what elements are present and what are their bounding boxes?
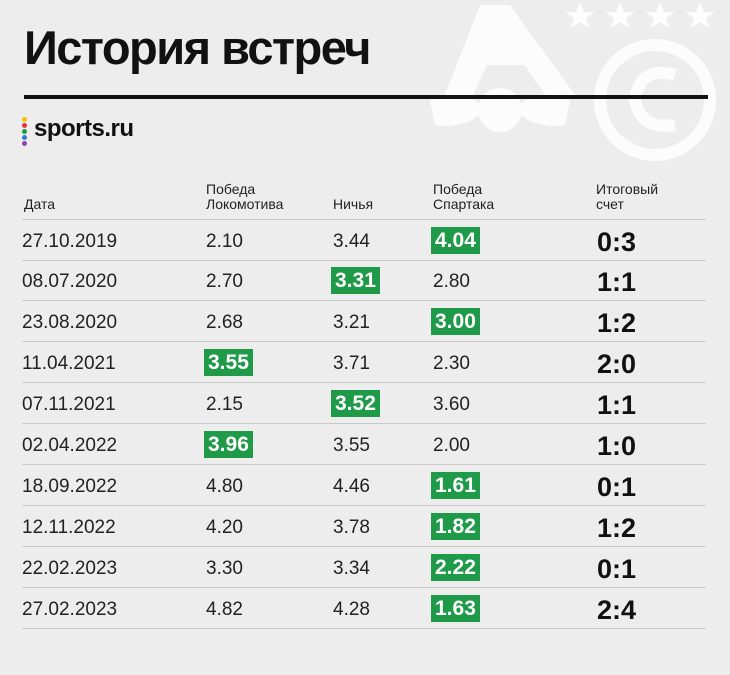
spartak-crest-icon [594, 39, 716, 161]
col-header-loko-line2: Локомотива [206, 196, 284, 212]
final-score: 0:3 [597, 227, 637, 257]
final-score: 1:1 [597, 267, 637, 297]
table-row: 02.04.2022 3.96 3.55 2.00 1:0 [22, 424, 706, 465]
col-header-spartak: Победа Спартака [433, 182, 494, 212]
odds-spartak: 2.80 [433, 271, 470, 292]
odds-draw: 3.78 [333, 517, 370, 538]
odds-draw: 3.34 [333, 558, 370, 579]
final-score: 1:1 [597, 390, 637, 420]
table-row: 23.08.2020 2.68 3.21 3.00 1:2 [22, 301, 706, 342]
odds-spartak: 2.00 [433, 435, 470, 456]
table-row: 27.10.2019 2.10 3.44 4.04 0:3 [22, 219, 706, 261]
odds-loko: 4.80 [206, 476, 243, 497]
odds-loko: 3.55 [204, 349, 253, 376]
brand-dots-icon [22, 117, 28, 147]
odds-draw: 3.52 [331, 390, 380, 417]
odds-draw: 4.46 [333, 476, 370, 497]
page-title: История встреч [24, 21, 371, 74]
col-header-spartak-line2: Спартака [433, 196, 495, 212]
odds-loko: 2.15 [206, 394, 243, 415]
match-date: 27.02.2023 [22, 599, 118, 620]
odds-loko: 2.68 [206, 312, 243, 333]
col-header-score: Итоговый счет [596, 182, 658, 212]
match-date: 07.11.2021 [22, 394, 116, 415]
final-score: 2:0 [597, 349, 637, 379]
table-row: 07.11.2021 2.15 3.52 3.60 1:1 [22, 383, 706, 424]
odds-draw: 3.21 [333, 312, 370, 333]
odds-draw: 4.28 [333, 599, 370, 620]
match-date: 08.07.2020 [22, 271, 118, 292]
odds-loko: 4.82 [206, 599, 243, 620]
odds-draw: 3.44 [333, 231, 370, 252]
col-header-score-line2: счет [596, 196, 624, 212]
odds-spartak: 3.60 [433, 394, 470, 415]
final-score: 0:1 [597, 554, 637, 584]
odds-spartak: 4.04 [431, 227, 480, 254]
col-header-draw: Ничья [333, 196, 374, 212]
match-date: 11.04.2021 [22, 353, 116, 374]
odds-loko: 4.20 [206, 517, 243, 538]
table-row: 18.09.2022 4.80 4.46 1.61 0:1 [22, 465, 706, 506]
odds-loko: 3.96 [204, 431, 253, 458]
final-score: 1:0 [597, 431, 637, 461]
table-row: 12.11.2022 4.20 3.78 1.82 1:2 [22, 506, 706, 547]
odds-loko: 2.70 [206, 271, 243, 292]
odds-spartak: 1.61 [431, 472, 480, 499]
odds-spartak: 3.00 [431, 308, 480, 335]
brand-name: sports.ru [34, 115, 134, 142]
odds-draw: 3.71 [333, 353, 370, 374]
odds-spartak: 1.82 [431, 513, 480, 540]
odds-spartak: 2.22 [431, 554, 480, 581]
match-date: 02.04.2022 [22, 435, 118, 456]
odds-spartak: 2.30 [433, 353, 470, 374]
match-date: 27.10.2019 [22, 231, 118, 252]
table-row: 22.02.2023 3.30 3.34 2.22 0:1 [22, 547, 706, 588]
final-score: 0:1 [597, 472, 637, 502]
table-row: 08.07.2020 2.70 3.31 2.80 1:1 [22, 260, 706, 301]
final-score: 1:2 [597, 308, 637, 338]
final-score: 1:2 [597, 513, 637, 543]
match-date: 18.09.2022 [22, 476, 118, 497]
odds-draw: 3.31 [331, 267, 380, 294]
col-header-spartak-line1: Победа [433, 181, 483, 197]
final-score: 2:4 [597, 595, 637, 625]
col-header-date: Дата [24, 196, 56, 212]
table-row: 27.02.2023 4.82 4.28 1.63 2:4 [22, 588, 706, 629]
col-header-loko: Победа Локомотива [206, 182, 283, 212]
col-header-score-line1: Итоговый [596, 181, 659, 197]
odds-spartak: 1.63 [431, 595, 480, 622]
lokomotiv-crest-icon [430, 5, 575, 132]
title-rule [24, 95, 708, 99]
odds-loko: 2.10 [206, 231, 243, 252]
odds-draw: 3.55 [333, 435, 370, 456]
col-header-loko-line1: Победа [206, 181, 256, 197]
match-date: 22.02.2023 [22, 558, 118, 579]
stars-icon [565, 2, 715, 28]
team-logos [430, 2, 716, 161]
table-row: 11.04.2021 3.55 3.71 2.30 2:0 [22, 342, 706, 383]
match-date: 23.08.2020 [22, 312, 118, 333]
match-date: 12.11.2022 [22, 517, 116, 538]
odds-loko: 3.30 [206, 558, 243, 579]
